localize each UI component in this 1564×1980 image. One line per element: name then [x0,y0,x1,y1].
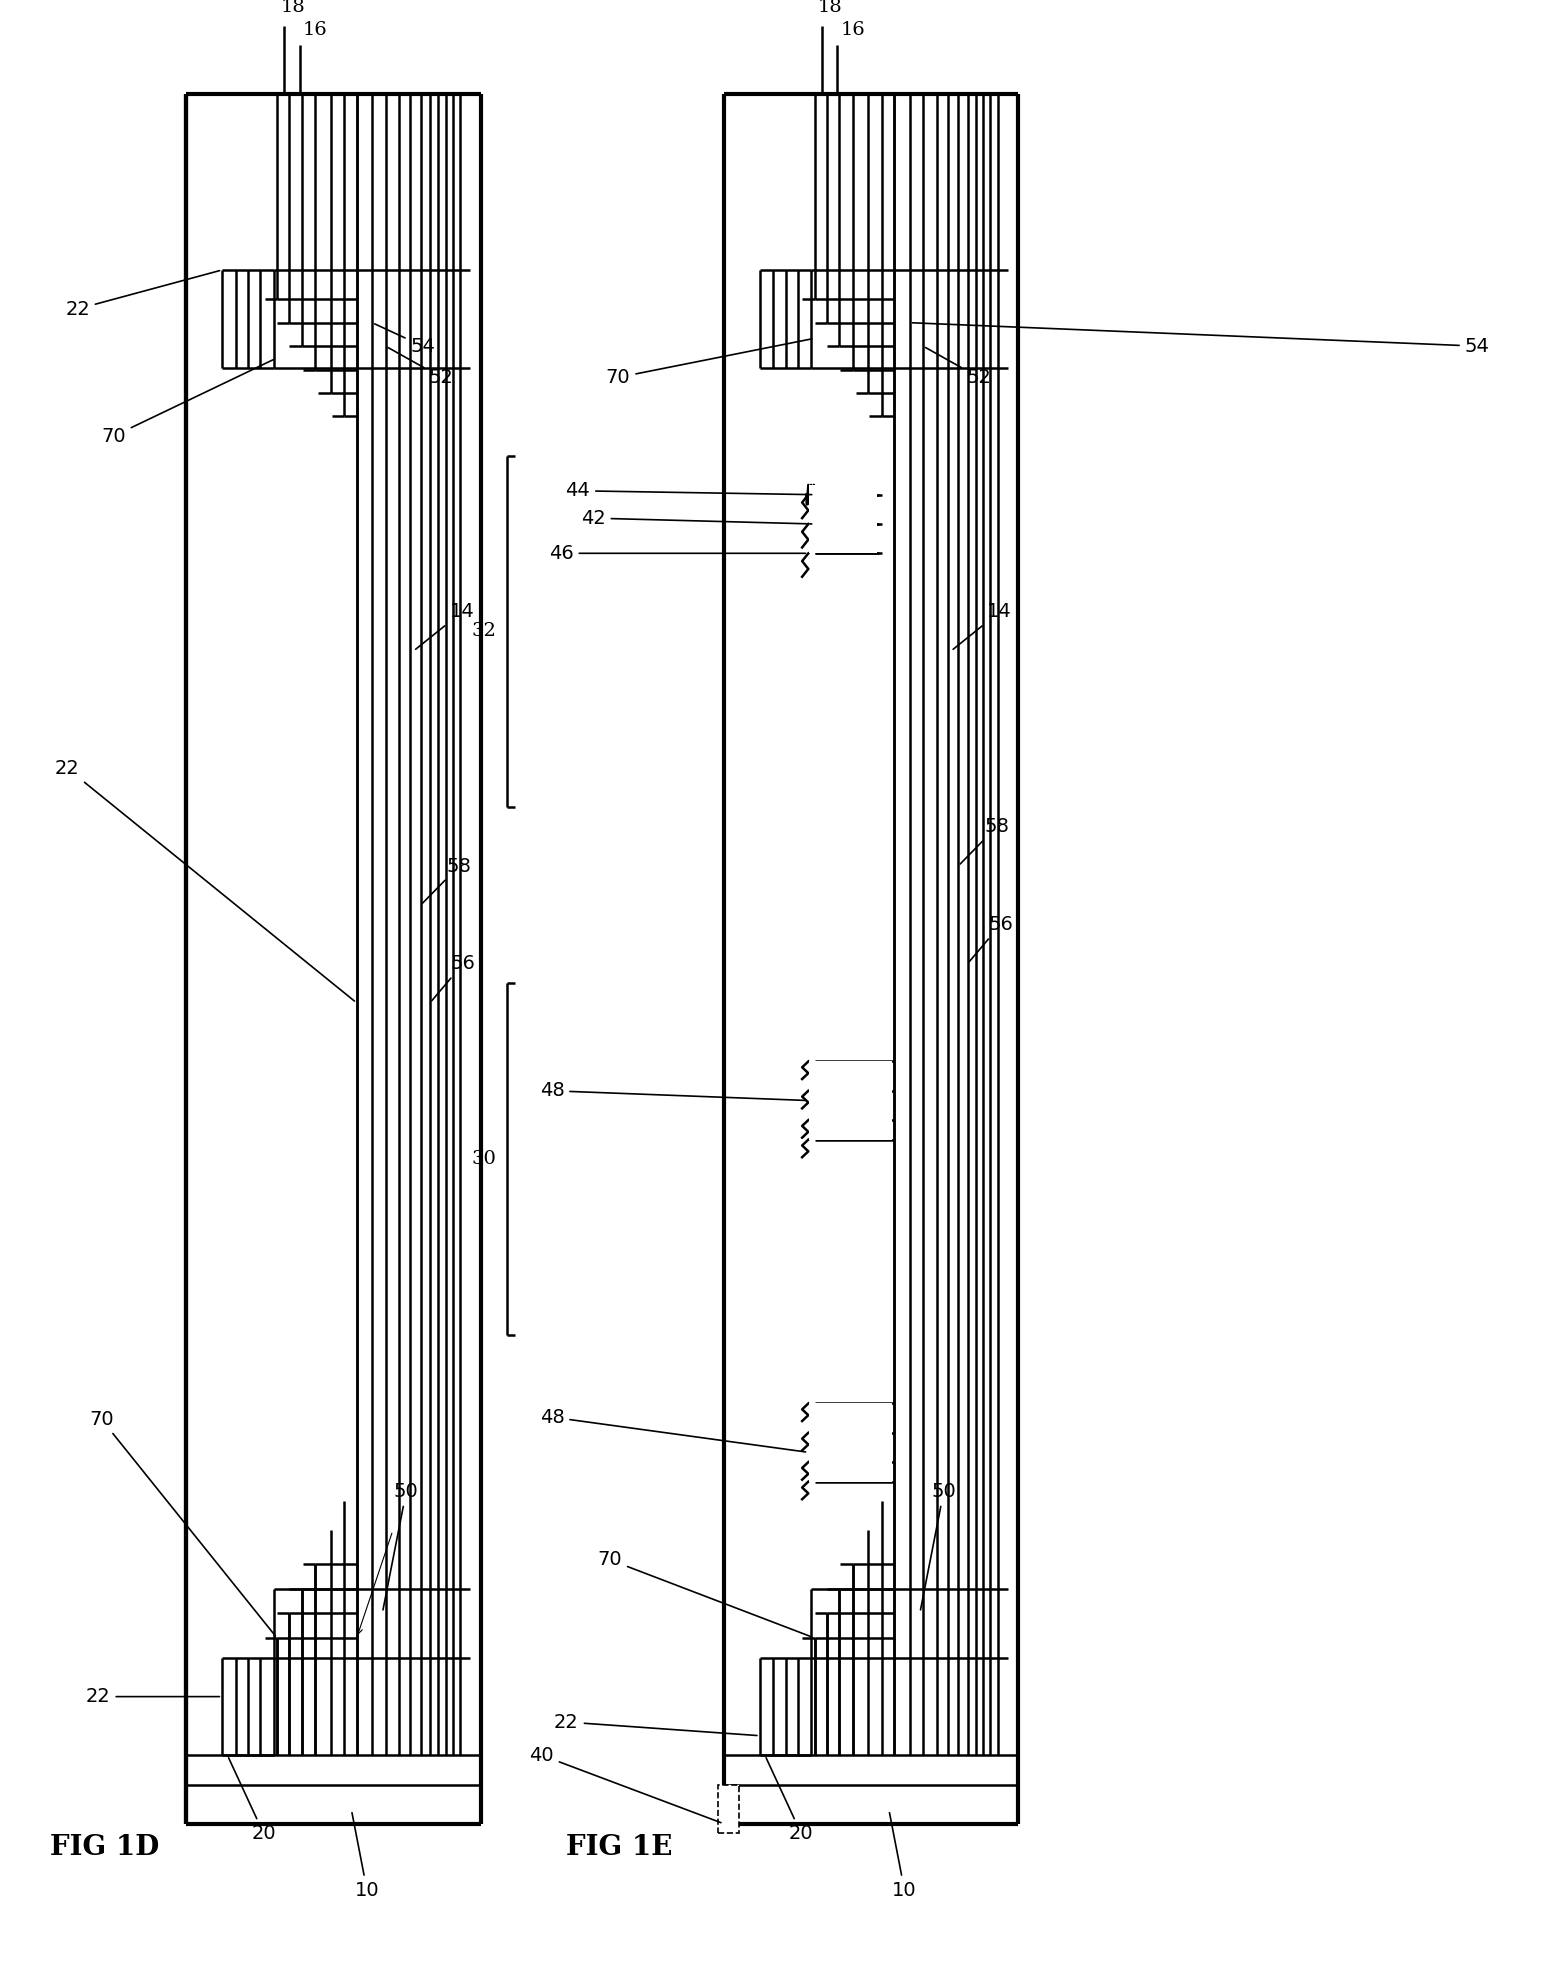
Bar [718,1784,740,1833]
Text: 50: 50 [383,1481,419,1610]
Text: 70: 70 [89,1410,275,1635]
Text: 30: 30 [471,1150,496,1168]
Text: 16: 16 [303,22,327,40]
Text: 42: 42 [580,509,812,527]
Text: 56: 56 [432,954,475,1000]
Text: 18: 18 [280,0,305,16]
Text: 70: 70 [597,1550,812,1637]
Text: 40: 40 [529,1746,721,1824]
Text: 48: 48 [540,1081,805,1101]
Text: 20: 20 [766,1758,813,1843]
Bar [810,485,876,552]
Text: FIG 1D: FIG 1D [50,1833,160,1861]
Text: 50: 50 [921,1481,956,1610]
Bar [810,1061,891,1140]
Text: 10: 10 [352,1814,378,1899]
Text: 22: 22 [55,758,355,1002]
Text: 20: 20 [228,1758,275,1843]
Text: 52: 52 [926,348,992,386]
Text: 22: 22 [554,1713,757,1736]
Text: 70: 70 [605,339,812,386]
Text: 70: 70 [102,358,275,446]
Text: 16: 16 [840,22,865,40]
Text: FIG 1E: FIG 1E [566,1833,673,1861]
Bar [810,1404,891,1481]
Text: 22: 22 [66,271,219,319]
Text: 44: 44 [566,481,812,501]
Text: 58: 58 [422,857,471,903]
Text: 10: 10 [890,1814,917,1899]
Text: 48: 48 [540,1408,805,1451]
Text: 14: 14 [416,602,474,649]
Text: 54: 54 [912,323,1489,356]
Text: 14: 14 [952,602,1012,649]
Text: 22: 22 [86,1687,219,1707]
Text: 52: 52 [388,348,454,386]
Text: 56: 56 [970,915,1013,962]
Text: 54: 54 [375,325,435,356]
Text: 18: 18 [818,0,843,16]
Text: 32: 32 [471,622,496,640]
Text: 46: 46 [549,544,805,562]
Text: 58: 58 [960,818,1009,863]
